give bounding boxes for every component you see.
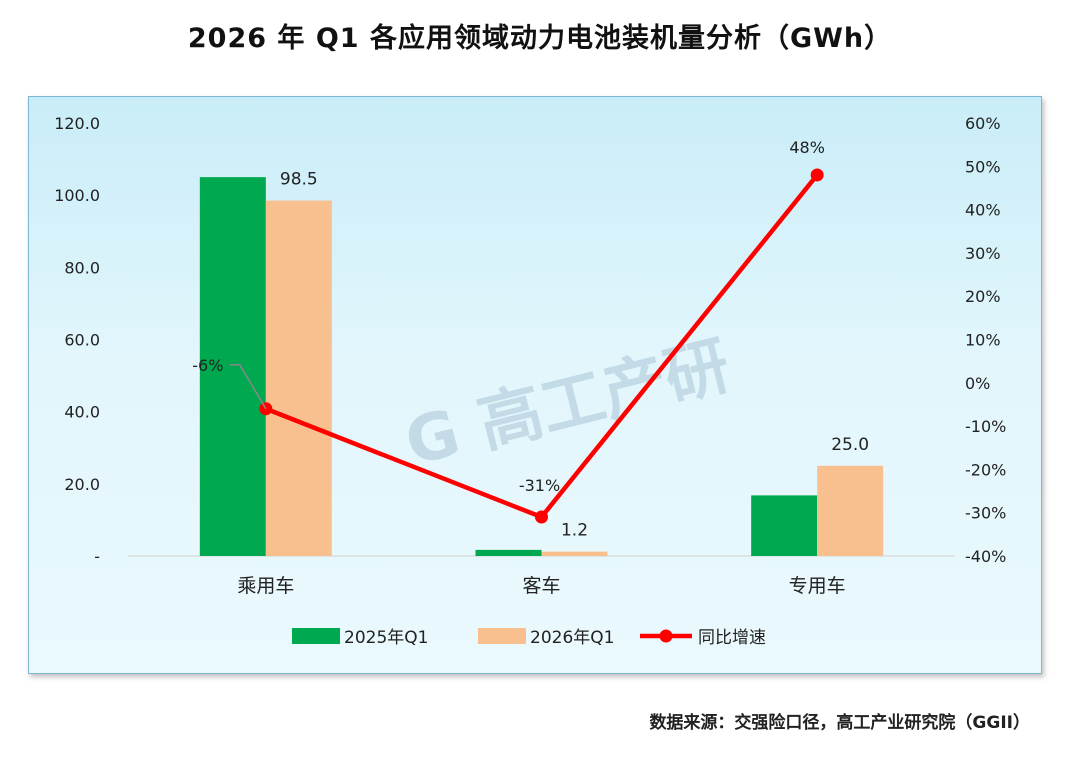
y-left-tick-label: - bbox=[94, 547, 100, 566]
watermark-text: G 高工产研 bbox=[398, 329, 737, 481]
bar-value-label: 98.5 bbox=[280, 170, 318, 190]
y-right-tick-label: -10% bbox=[965, 417, 1006, 436]
bar bbox=[751, 495, 818, 556]
leader-line bbox=[229, 364, 267, 410]
y-left-tick-label: 80.0 bbox=[64, 258, 100, 277]
left-axis: - 20.0 40.0 60.0 80.0 100.0 120.0 bbox=[54, 114, 100, 566]
y-right-tick-label: 60% bbox=[965, 114, 1001, 133]
bar-value-label: 25.0 bbox=[831, 435, 869, 455]
y-right-tick-label: 10% bbox=[965, 331, 1001, 350]
growth-value-label: 48% bbox=[789, 138, 825, 157]
y-right-tick-label: -30% bbox=[965, 504, 1006, 523]
legend: 2025年Q1 2026年Q1 同比增速 bbox=[292, 628, 766, 648]
bar bbox=[265, 200, 332, 556]
bar bbox=[475, 549, 542, 556]
y-right-tick-label: 0% bbox=[965, 374, 990, 393]
y-right-tick-label: -20% bbox=[965, 460, 1006, 479]
growth-point bbox=[535, 510, 548, 524]
bar bbox=[541, 551, 608, 556]
y-left-tick-label: 100.0 bbox=[54, 186, 100, 205]
category-label: 客车 bbox=[522, 575, 560, 597]
growth-line-path bbox=[265, 173, 819, 520]
plot-area bbox=[28, 96, 1042, 674]
y-right-tick-label: 30% bbox=[965, 244, 1001, 263]
watermark: G 高工产研 bbox=[398, 329, 737, 481]
growth-value-label: -31% bbox=[519, 476, 560, 495]
bar bbox=[199, 177, 266, 556]
legend-swatch bbox=[292, 628, 340, 644]
right-axis: -40% -30% -20% -10% 0% 10% 20% 30% 40% 50% 60% bbox=[965, 114, 1006, 566]
y-left-tick-label: 120.0 bbox=[54, 114, 100, 133]
bar-value-label: 1.2 bbox=[561, 521, 588, 541]
y-right-tick-label: 40% bbox=[965, 201, 1001, 220]
bar-labels: 98.5 1.2 25.0 bbox=[280, 170, 869, 541]
bar bbox=[817, 465, 884, 556]
growth-value-label: -6% bbox=[192, 356, 223, 375]
y-left-tick-label: 20.0 bbox=[64, 475, 100, 494]
source-note: 数据来源：交强险口径，高工产业研究院（GGII） bbox=[649, 713, 1030, 733]
y-left-tick-label: 40.0 bbox=[64, 403, 100, 422]
legend-label: 同比增速 bbox=[698, 628, 766, 648]
growth-point bbox=[810, 168, 824, 182]
category-labels: 乘用车 客车 专用车 bbox=[237, 575, 845, 597]
bars bbox=[199, 177, 884, 556]
growth-line: -6% -31% 48% bbox=[192, 138, 825, 524]
legend-swatch bbox=[478, 628, 526, 644]
legend-label: 2026年Q1 bbox=[530, 628, 614, 648]
category-label: 乘用车 bbox=[237, 575, 294, 597]
y-left-tick-label: 60.0 bbox=[64, 331, 100, 350]
legend-marker bbox=[659, 629, 673, 643]
y-right-tick-label: 50% bbox=[965, 157, 1001, 176]
category-label: 专用车 bbox=[789, 575, 846, 597]
chart-title: 2026 年 Q1 各应用领域动力电池装机量分析（GWh） bbox=[187, 23, 893, 54]
y-right-tick-label: -40% bbox=[965, 547, 1006, 566]
legend-label: 2025年Q1 bbox=[344, 628, 428, 648]
y-right-tick-label: 20% bbox=[965, 287, 1001, 306]
